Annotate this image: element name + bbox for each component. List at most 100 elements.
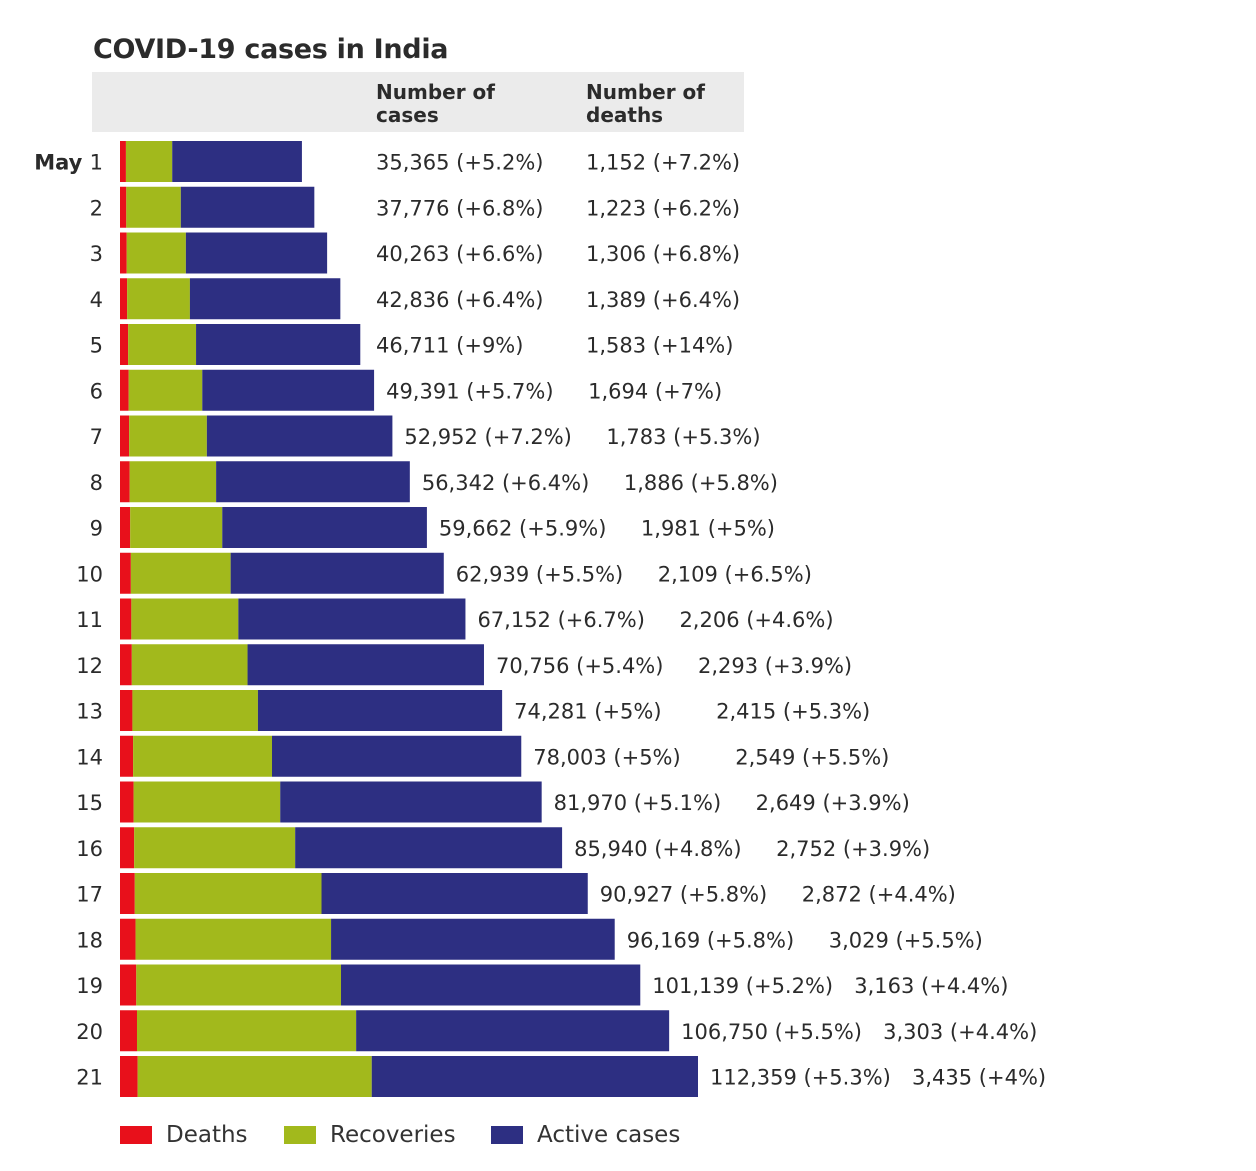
- category-label-10: 10: [76, 562, 103, 586]
- deaths-label-12: 2,293 (+3.9%): [698, 654, 852, 678]
- cases-label-16: 85,940 (+4.8%): [574, 837, 742, 861]
- bar-deaths-14: [120, 735, 134, 777]
- category-label-3: 3: [90, 242, 103, 266]
- column-header-deaths: Number of deaths: [586, 80, 705, 127]
- bar-recoveries-15: [133, 781, 281, 823]
- category-label-21: 21: [76, 1066, 103, 1090]
- category-label-18: 18: [76, 928, 103, 952]
- bar-recoveries-2: [126, 186, 181, 228]
- cases-label-5: 46,711 (+9%): [376, 334, 523, 358]
- bar-active-cases-14: [272, 735, 522, 777]
- cases-label-8: 56,342 (+6.4%): [422, 471, 589, 495]
- bar-recoveries-4: [127, 278, 190, 320]
- legend-item-deaths: Deaths: [120, 1120, 248, 1150]
- legend-swatch-recoveries: [284, 1126, 316, 1144]
- bar-deaths-15: [120, 781, 134, 823]
- bar-deaths-3: [120, 232, 127, 274]
- legend-label-recoveries: Recoveries: [330, 1122, 456, 1148]
- bar-recoveries-7: [129, 415, 207, 457]
- cases-label-17: 90,927 (+5.8%): [600, 883, 768, 907]
- deaths-label-21: 3,435 (+4%): [912, 1066, 1046, 1090]
- bar-deaths-7: [120, 415, 130, 457]
- deaths-label-10: 2,109 (+6.5%): [658, 562, 812, 586]
- bar-active-cases-1: [172, 141, 302, 182]
- bar-recoveries-21: [137, 1056, 372, 1097]
- header-band: [92, 72, 744, 132]
- legend-label-active-cases: Active cases: [537, 1122, 681, 1148]
- bar-active-cases-15: [280, 781, 542, 823]
- cases-label-7: 52,952 (+7.2%): [404, 425, 572, 449]
- bar-active-cases-16: [295, 827, 563, 869]
- bar-deaths-8: [120, 461, 130, 503]
- legend-swatch-active-cases: [491, 1126, 523, 1144]
- bar-active-cases-7: [206, 415, 393, 457]
- cases-label-18: 96,169 (+5.8%): [627, 928, 795, 952]
- cases-label-21: 112,359 (+5.3%): [710, 1066, 891, 1090]
- bar-active-cases-3: [185, 232, 328, 274]
- bar-deaths-18: [120, 918, 136, 960]
- deaths-label-16: 2,752 (+3.9%): [776, 837, 930, 861]
- legend-item-recoveries: Recoveries: [284, 1120, 456, 1150]
- bar-active-cases-10: [230, 552, 444, 594]
- bar-deaths-11: [120, 598, 132, 640]
- category-label-9: 9: [90, 517, 103, 541]
- legend-item-active-cases: Active cases: [491, 1120, 680, 1150]
- cases-label-12: 70,756 (+5.4%): [496, 654, 663, 678]
- bar-deaths-13: [120, 690, 133, 731]
- category-label-12: 12: [76, 654, 103, 678]
- bar-deaths-17: [120, 873, 135, 914]
- category-label-1: May 1: [34, 151, 103, 175]
- bar-recoveries-20: [136, 1010, 357, 1052]
- cases-label-20: 106,750 (+5.5%): [681, 1020, 862, 1044]
- bar-deaths-5: [120, 324, 129, 365]
- deaths-label-15: 2,649 (+3.9%): [756, 791, 910, 815]
- category-label-15: 15: [76, 791, 103, 815]
- bar-recoveries-10: [130, 552, 231, 594]
- bar-active-cases-8: [216, 461, 410, 503]
- bar-deaths-4: [120, 278, 128, 320]
- chart-title: COVID-19 cases in India: [93, 34, 449, 65]
- deaths-label-8: 1,886 (+5.8%): [624, 471, 778, 495]
- bar-deaths-16: [120, 827, 135, 869]
- bar-active-cases-20: [356, 1010, 670, 1052]
- deaths-label-19: 3,163 (+4.4%): [854, 974, 1008, 998]
- deaths-label-6: 1,694 (+7%): [588, 379, 722, 403]
- legend-label-deaths: Deaths: [166, 1122, 248, 1148]
- deaths-label-4: 1,389 (+6.4%): [586, 288, 740, 312]
- cases-label-15: 81,970 (+5.1%): [554, 791, 722, 815]
- legend-swatch-deaths: [120, 1126, 152, 1144]
- bar-recoveries-14: [133, 735, 272, 777]
- cases-label-3: 40,263 (+6.6%): [376, 242, 544, 266]
- cases-label-19: 101,139 (+5.2%): [652, 974, 833, 998]
- category-label-13: 13: [76, 700, 103, 724]
- deaths-label-20: 3,303 (+4.4%): [883, 1020, 1037, 1044]
- bar-active-cases-12: [247, 644, 484, 686]
- deaths-label-11: 2,206 (+4.6%): [679, 608, 833, 632]
- bar-recoveries-6: [128, 369, 203, 411]
- category-label-11: 11: [76, 608, 103, 632]
- bar-deaths-21: [120, 1056, 138, 1097]
- cases-label-11: 67,152 (+6.7%): [477, 608, 645, 632]
- deaths-label-5: 1,583 (+14%): [586, 334, 733, 358]
- cases-label-2: 37,776 (+6.8%): [376, 196, 544, 220]
- category-label-8: 8: [90, 471, 103, 495]
- bar-deaths-2: [120, 186, 127, 228]
- bar-recoveries-8: [129, 461, 217, 503]
- category-label-6: 6: [90, 379, 103, 403]
- column-header-cases: Number of cases: [376, 80, 495, 127]
- bar-recoveries-18: [135, 918, 332, 960]
- bar-recoveries-16: [134, 827, 296, 869]
- deaths-label-3: 1,306 (+6.8%): [586, 242, 740, 266]
- bar-recoveries-9: [130, 507, 223, 548]
- bar-recoveries-3: [126, 232, 186, 274]
- bar-active-cases-6: [202, 369, 375, 411]
- bar-deaths-12: [120, 644, 132, 686]
- deaths-label-18: 3,029 (+5.5%): [829, 928, 983, 952]
- bar-recoveries-19: [136, 964, 342, 1006]
- cases-label-4: 42,836 (+6.4%): [376, 288, 544, 312]
- bar-deaths-6: [120, 369, 129, 411]
- bar-active-cases-13: [257, 690, 503, 731]
- cases-label-14: 78,003 (+5%): [533, 745, 680, 769]
- bar-recoveries-5: [128, 324, 197, 365]
- cases-label-9: 59,662 (+5.9%): [439, 517, 607, 541]
